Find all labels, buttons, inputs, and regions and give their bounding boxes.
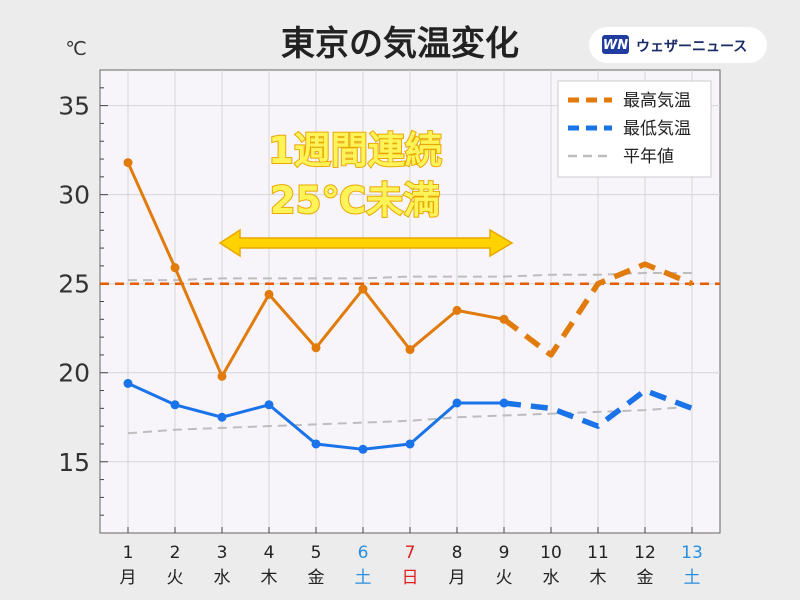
min-temp-point	[358, 444, 368, 454]
y-tick-label: 25	[58, 270, 90, 299]
legend-label-min: 最低気温	[623, 119, 691, 139]
annotation-line1: 1週間連続	[268, 129, 442, 172]
min-temp-point	[499, 398, 509, 408]
max-temp-point	[311, 343, 321, 353]
x-day-label: 金	[637, 568, 654, 588]
x-day-label: 火	[496, 568, 513, 588]
x-tick-label: 1	[123, 543, 134, 563]
legend-label-max: 最高気温	[623, 91, 691, 111]
consecutive-days-annotation: 1週間連続 25℃未満	[218, 128, 514, 258]
weathernews-logo: WN ウェザーニュース	[589, 27, 767, 63]
max-temp-point	[170, 263, 180, 273]
max-temp-point	[405, 345, 415, 355]
max-temp-point	[217, 371, 227, 381]
x-day-label: 水	[543, 568, 560, 588]
x-axis: 1 月 2 火 3 水 4 木 5 金 6 土 7 日 8 月 9 火 10 水 11 木 12 金 13 土	[120, 527, 703, 588]
min-temp-point	[123, 378, 133, 388]
y-tick-label: 15	[58, 448, 90, 477]
logo-badge	[602, 35, 629, 54]
x-day-label: 水	[214, 568, 231, 588]
legend: 最高気温 最低気温 平年値	[557, 80, 712, 178]
x-tick-label: 11	[587, 543, 609, 563]
min-temp-point	[170, 400, 180, 410]
x-tick-label: 13	[681, 543, 703, 563]
x-tick-label: 10	[540, 543, 562, 563]
y-tick-label: 20	[58, 359, 90, 388]
y-unit-label: ℃	[65, 38, 86, 60]
logo-text: ウェザーニュース	[636, 39, 747, 55]
max-temp-point	[264, 289, 274, 299]
x-day-label: 木	[261, 568, 278, 588]
x-day-label: 火	[167, 568, 184, 588]
logo-mark: WN	[603, 38, 628, 53]
legend-label-normal: 平年値	[623, 147, 674, 167]
x-tick-label: 9	[499, 543, 510, 563]
min-temp-point	[405, 439, 415, 449]
x-day-label: 日	[402, 568, 419, 588]
chart-title: 東京の気温変化	[281, 24, 519, 64]
grid	[100, 70, 720, 533]
normal-line	[128, 272, 692, 282]
min-temp-forecast-line	[503, 387, 693, 429]
double-arrow-icon	[218, 228, 514, 258]
max-temp-point	[452, 305, 462, 315]
x-day-label: 月	[120, 568, 137, 588]
max-temp-point	[499, 314, 509, 324]
y-tick-label: 35	[58, 92, 90, 121]
y-tick-label: 30	[58, 181, 90, 210]
x-tick-label: 8	[452, 543, 463, 563]
x-day-label: 金	[308, 568, 325, 588]
min-temp-point	[217, 412, 227, 422]
min-temp-point	[311, 439, 321, 449]
x-day-label: 木	[590, 568, 607, 588]
max-temp-point	[358, 284, 368, 294]
series-lines	[100, 158, 720, 454]
y-axis: 15 20 25 30 35	[58, 87, 108, 516]
x-day-label: 月	[449, 568, 466, 588]
x-tick-label: 6	[358, 543, 369, 563]
x-tick-label: 12	[634, 543, 656, 563]
min-temp-point	[452, 398, 462, 408]
x-tick-label: 3	[217, 543, 228, 563]
x-day-label: 土	[355, 568, 372, 588]
x-tick-label: 4	[264, 543, 275, 563]
x-tick-label: 2	[170, 543, 181, 563]
max-temp-point	[123, 158, 133, 168]
x-day-label: 土	[684, 568, 701, 588]
min-temp-point	[264, 400, 274, 410]
annotation-line2: 25℃未満	[270, 179, 440, 222]
legend-box	[557, 80, 712, 178]
x-tick-label: 5	[311, 543, 322, 563]
x-tick-label: 7	[405, 543, 416, 563]
normal-line	[127, 405, 693, 435]
max-temp-forecast-line	[502, 261, 694, 358]
